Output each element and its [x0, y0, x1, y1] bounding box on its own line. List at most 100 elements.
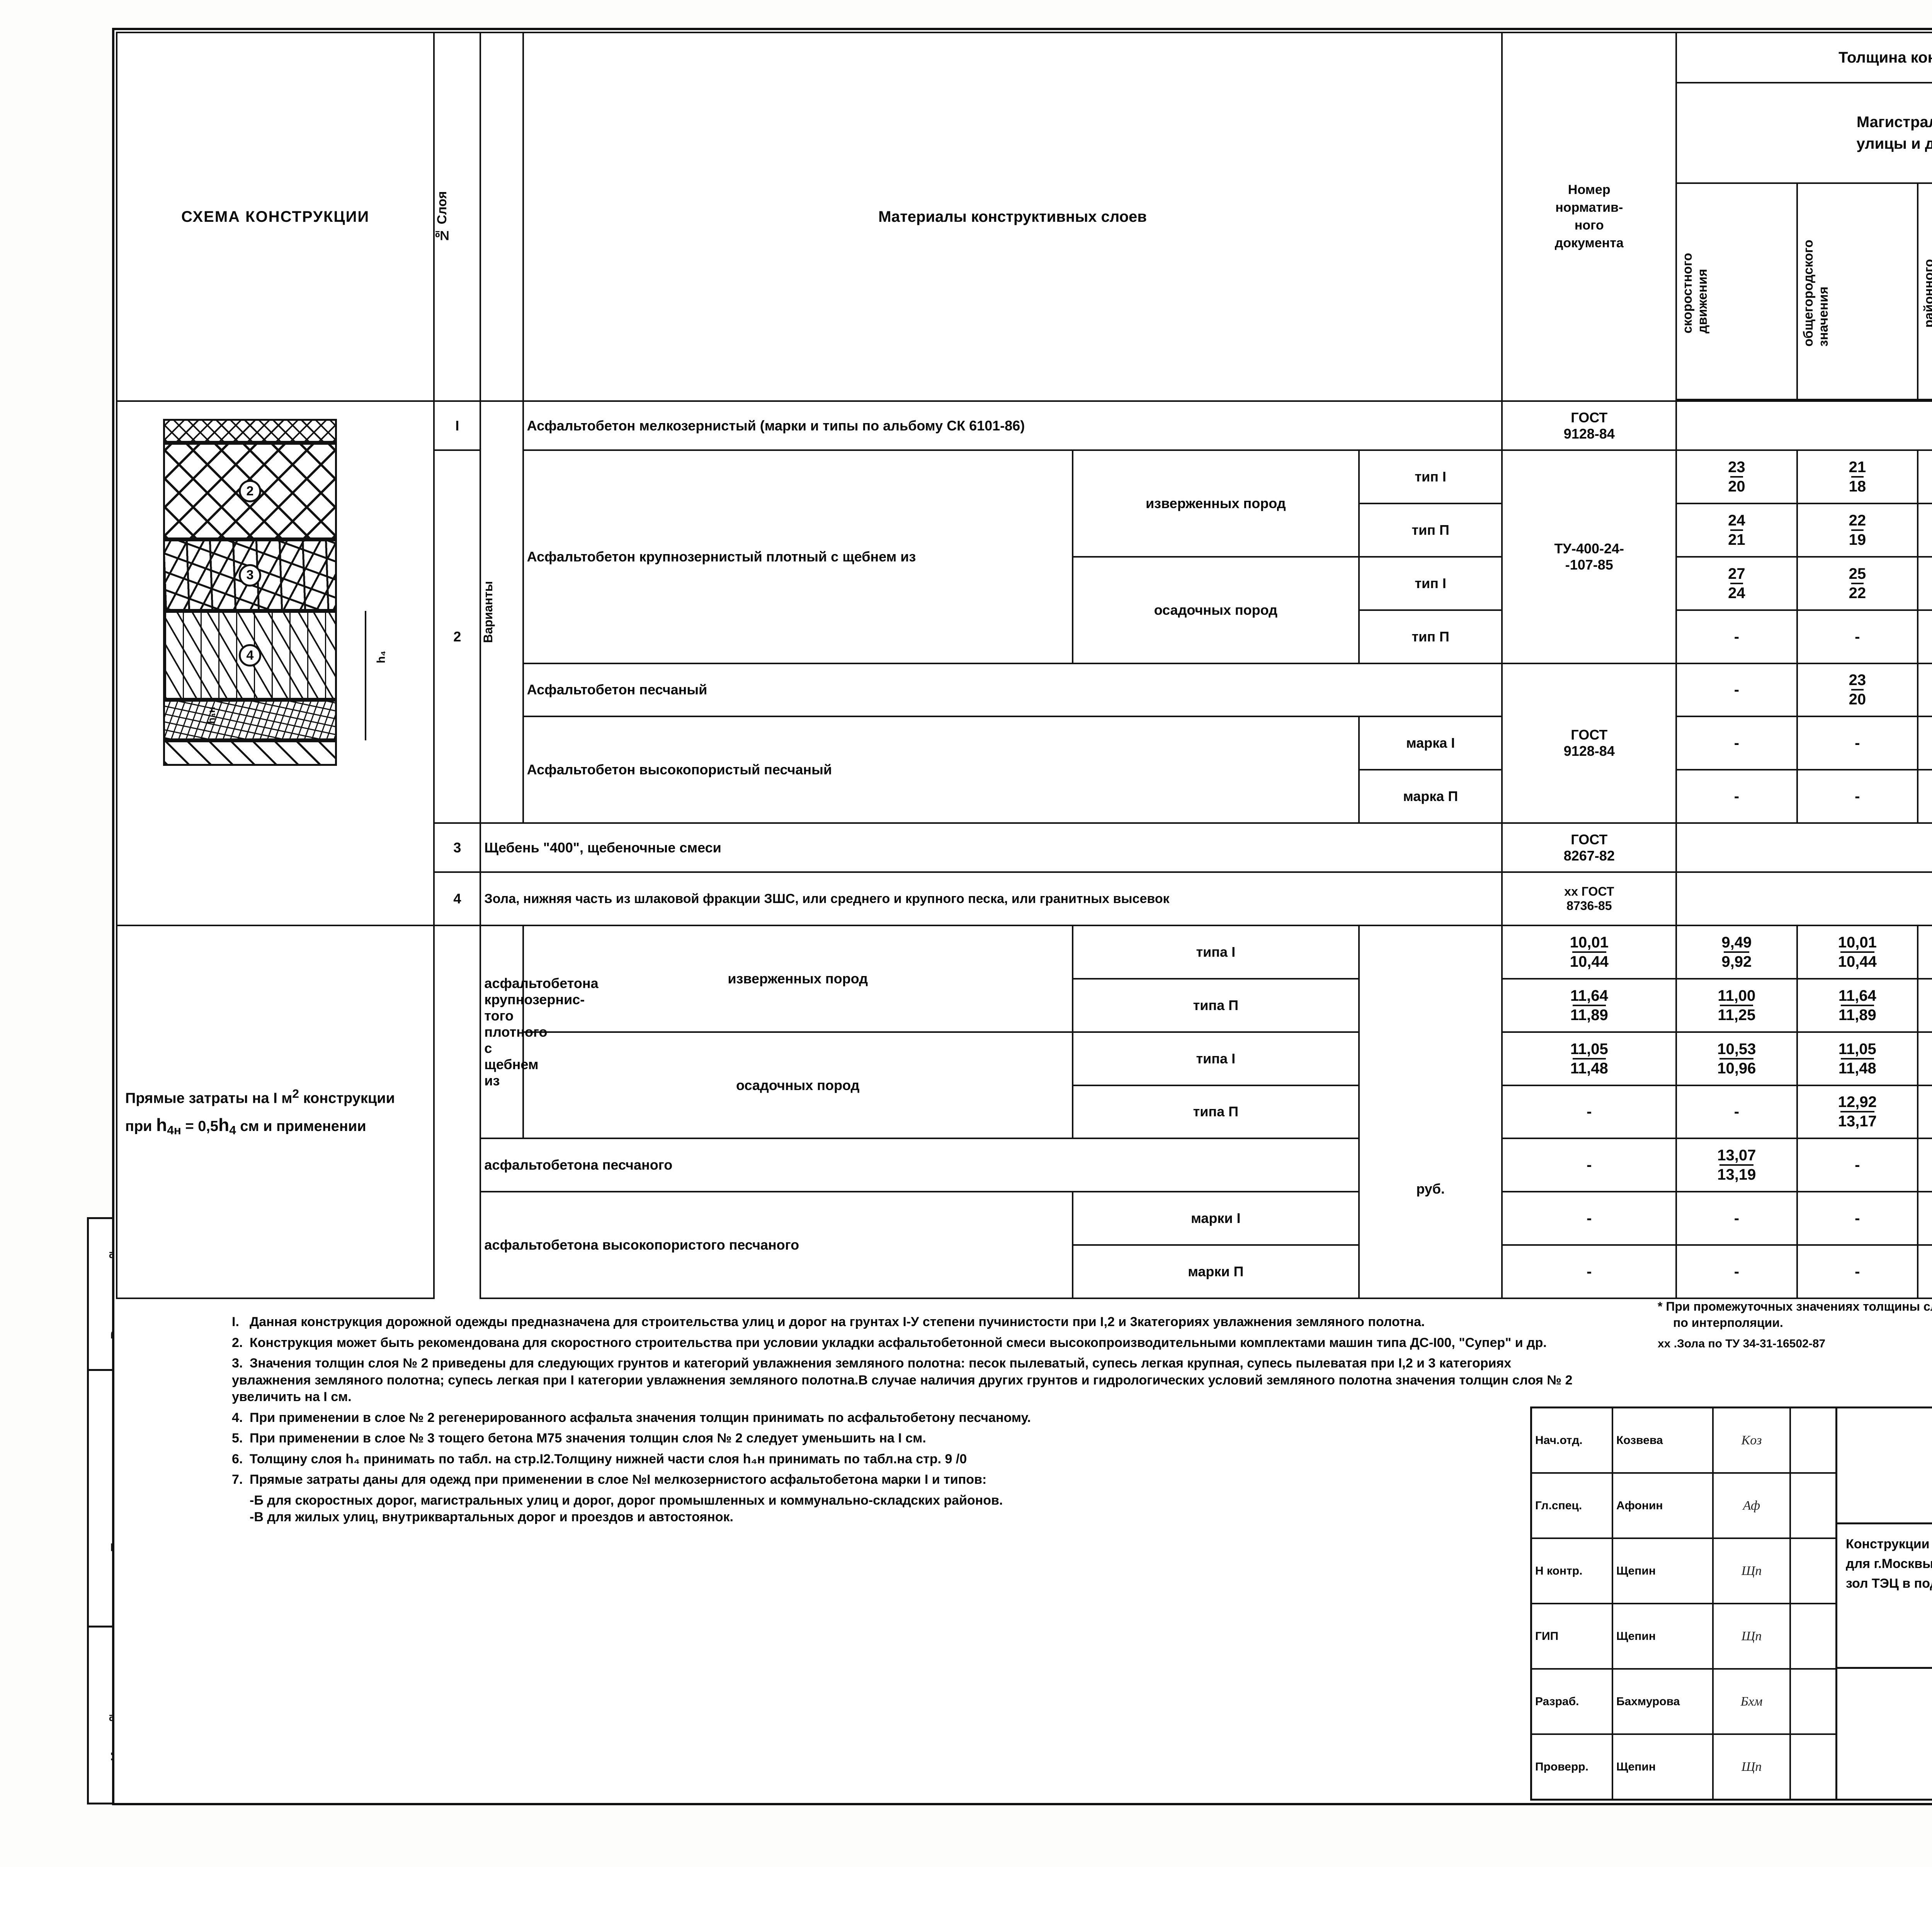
- note-number: 2.: [232, 1335, 243, 1350]
- object-name-block: Конструкции дорожных одежд для г.Москвы …: [1837, 1524, 1932, 1799]
- approver-row: Н контр. Щепин Щп: [1532, 1539, 1835, 1604]
- header-layer-no: № Слоя: [433, 32, 481, 402]
- note-number: I.: [232, 1315, 239, 1329]
- table-row: 3 Щебень "400", щебеночные смеси ГОСТ 82…: [117, 822, 1932, 873]
- cost-material-cell: асфальтобетона песчаного: [480, 1138, 1360, 1193]
- cost-value: -: [1796, 1191, 1919, 1246]
- cost-value: -: [1675, 1191, 1798, 1246]
- cost-title-line1b: конструкции: [299, 1090, 395, 1107]
- note-subitem: -Б для скоростных дорог, магистральных у…: [250, 1493, 1003, 1508]
- material-cell: Щебень "400", щебеночные смеси: [480, 822, 1503, 873]
- approver-row: ГИП Щепин Щп: [1532, 1604, 1835, 1670]
- header-col-2-label: районного значения: [1922, 259, 1932, 328]
- cost-row: асфальтобетона высокопористого песчаного…: [117, 1191, 1932, 1299]
- object-name-line-2: для г.Москвы с применением: [1846, 1556, 1932, 1571]
- approver-date: [1791, 1408, 1835, 1472]
- approver-date: [1791, 1474, 1835, 1537]
- approver-row: Разраб. Бахмурова Бхм: [1532, 1670, 1835, 1735]
- cost-row: марки П - - - - - 8,398,57 7,597,77: [117, 1244, 1932, 1299]
- note-number: 6.: [232, 1451, 243, 1466]
- approver-date: [1791, 1604, 1835, 1668]
- approver-role: Нач.отд.: [1532, 1408, 1613, 1472]
- cost-value: -: [1501, 1138, 1677, 1193]
- approver-row: Нач.отд. Козвева Koз: [1532, 1408, 1835, 1474]
- diagram-layer-3: 3: [163, 539, 337, 611]
- object-name-line-1: Конструкции дорожных одежд: [1846, 1537, 1932, 1551]
- diagram-layer-4-upper: 4: [163, 611, 337, 700]
- doc-no-cell: хх ГОСТ 8736-85: [1501, 871, 1677, 927]
- approver-name: Афонин: [1613, 1474, 1714, 1537]
- title-block-body: Конструкции дорожных одежд для г.Москвы …: [1837, 1524, 1932, 1799]
- construction-label: Конструкция АЗ-I.I: [1837, 1667, 1932, 1799]
- cost-value: 12,2812,53: [1917, 1084, 1932, 1139]
- approver-date: [1791, 1735, 1835, 1799]
- cost-unit-cell: руб.: [1358, 925, 1503, 1299]
- cost-row: осадочных пород типа I 11,05 11,48 10,53 1…: [117, 1031, 1932, 1139]
- material-cell: Асфальтобетон высокопористый песчаный: [522, 716, 1360, 824]
- diagram-layer-4-lower: [163, 700, 337, 740]
- approver-signature: Щп: [1714, 1539, 1791, 1603]
- object-name-line-3: зол ТЭЦ в подстилающих слоях: [1846, 1576, 1932, 1591]
- type-cell: тип I: [1358, 449, 1503, 505]
- cost-value: 11,05 11,48: [1796, 1031, 1919, 1086]
- title-block-right: Конструкции дорожных одежд для г.Москвы …: [1837, 1408, 1932, 1799]
- type-cell: тип П: [1358, 609, 1503, 664]
- cost-type-cell: марки П: [1071, 1244, 1360, 1299]
- cost-value: -: [1917, 1244, 1932, 1299]
- approver-role: Гл.спец.: [1532, 1474, 1613, 1537]
- cost-h2-sub: 4: [229, 1123, 236, 1137]
- type-cell: марка П: [1358, 769, 1503, 824]
- cost-type-cell: типа I: [1071, 1031, 1360, 1086]
- dimension-line-h4: [365, 611, 366, 740]
- diagram-label-4: 4: [239, 644, 261, 667]
- cost-subtype-cell: изверженных пород: [522, 925, 1073, 1033]
- thickness-value: -: [1796, 716, 1919, 771]
- cost-material-cell: асфальтобетона крупнозернис-того плотног…: [480, 925, 599, 1139]
- layer-no-cell: 2: [433, 449, 481, 824]
- footnote-line-1: * При промежуточных значениях толщины сл…: [1658, 1299, 1932, 1313]
- approver-signature: Koз: [1714, 1408, 1791, 1472]
- thickness-value: -: [1675, 609, 1798, 664]
- header-col-1: общегородского значения: [1796, 182, 1919, 400]
- note-number: 4.: [232, 1410, 243, 1425]
- cost-value: 13,07 13,19: [1675, 1138, 1798, 1193]
- header-layer-no-label: № Слоя: [435, 191, 450, 243]
- approver-signature: Щп: [1714, 1735, 1791, 1799]
- header-doc-no: Номер норматив- ного документа: [1501, 32, 1677, 402]
- material-cell: Асфальтобетон мелкозернистый (марки и ти…: [522, 400, 1503, 451]
- header-col-0: скоростного движения: [1675, 182, 1798, 400]
- thickness-value: -: [1796, 769, 1919, 824]
- cost-value: -: [1796, 1138, 1919, 1193]
- thickness-value: 22 19: [1796, 503, 1919, 558]
- cost-title-cell: Прямые затраты на I м2 конструкции при h…: [116, 925, 435, 1299]
- title-block-code-strip: [1837, 1408, 1932, 1524]
- thickness-value: -: [1917, 716, 1932, 771]
- approvers-table: Нач.отд. Козвева Koз Гл.спец. Афонин Аф …: [1532, 1408, 1837, 1799]
- note-subitem: -В для жилых улиц, внутриквартальных дор…: [250, 1510, 734, 1525]
- note-number: 3.: [232, 1356, 243, 1371]
- cost-title-tail: см и применении: [236, 1118, 366, 1135]
- doc-no-cell: ГОСТ 9128-84: [1501, 400, 1677, 451]
- thickness-value: -: [1675, 769, 1798, 824]
- object-name: Конструкции дорожных одежд для г.Москвы …: [1837, 1524, 1932, 1667]
- thickness-value: -: [1675, 716, 1798, 771]
- type-cell: тип П: [1358, 503, 1503, 558]
- thickness-value: 2825: [1917, 609, 1932, 664]
- cost-section-row: Прямые затраты на I м2 конструкции при h…: [116, 925, 1932, 1299]
- header-col-0-label: скоростного движения: [1680, 253, 1710, 334]
- doc-no-cell: ГОСТ 9128-84: [1501, 662, 1677, 824]
- note-item: 3. Значения толщин слоя № 2 приведены для…: [232, 1355, 1584, 1406]
- type-cell: тип I: [1358, 556, 1503, 611]
- cost-value: 9,499,92: [1917, 925, 1932, 980]
- note-item: I. Данная конструкция дорожной одежды пре…: [232, 1314, 1584, 1331]
- table-row: Асфальтобетон высокопористый песчаный ма…: [117, 716, 1932, 824]
